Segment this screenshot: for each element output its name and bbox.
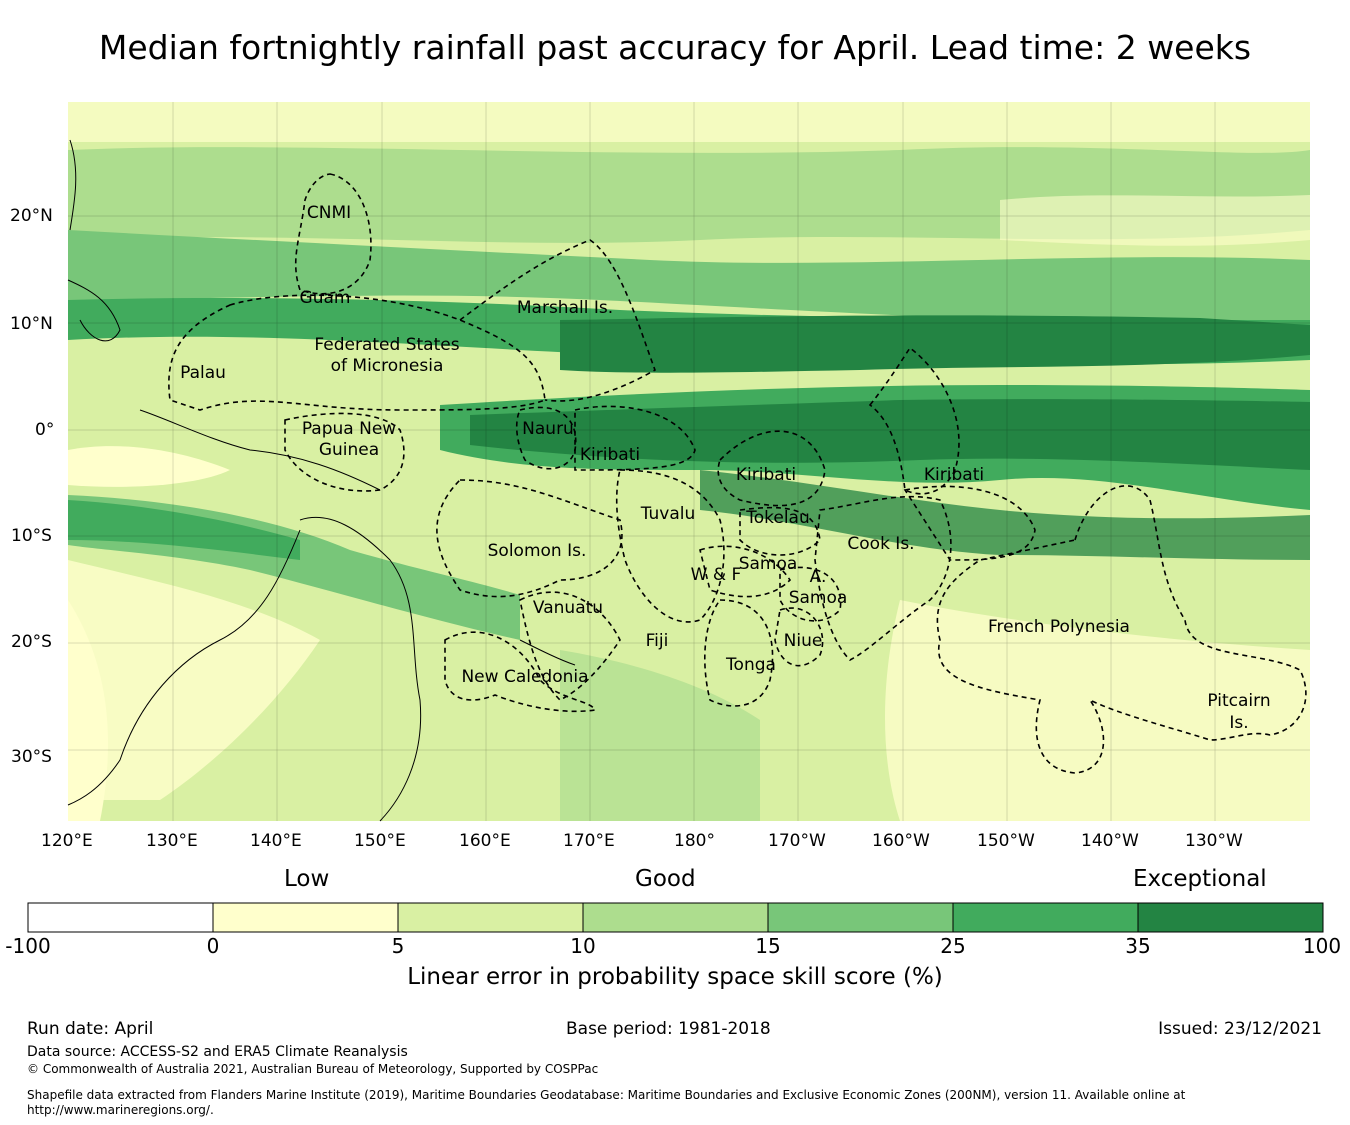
colorbar-bin [398, 903, 583, 932]
colorbar-bin [213, 903, 398, 932]
colorbar-bin [953, 903, 1138, 932]
region-label: Tonga [725, 655, 776, 675]
region-label: Cook Is. [847, 534, 914, 554]
region-label: Kiribati [580, 445, 640, 465]
lon-label: 150°W [977, 831, 1035, 851]
region-label: New Caledonia [461, 667, 588, 687]
colorbar-bin [583, 903, 768, 932]
shapefile-credit: Shapefile data extracted from Flanders M… [27, 1088, 1186, 1102]
region-label: Guam [300, 288, 351, 308]
colorbar-tick: 35 [1125, 934, 1151, 958]
category-exceptional: Exceptional [1133, 866, 1267, 892]
region-label: Samoa [789, 588, 848, 608]
skill-score-field [68, 102, 1310, 821]
region-label: Nauru [522, 419, 574, 439]
lon-label: 130°W [1185, 831, 1243, 851]
region-label: Niue [784, 631, 823, 651]
region-label: Kiribati [924, 465, 984, 485]
colorbar-frame [27, 902, 1324, 933]
region-label: Tuvalu [640, 504, 696, 524]
lat-label: 10°N [10, 314, 53, 334]
lon-label: 150°E [354, 831, 406, 851]
region-label: French Polynesia [988, 617, 1130, 637]
shapefile-url: http://www.marineregions.org/. [27, 1103, 214, 1117]
region-label: of Micronesia [331, 356, 444, 376]
colorbar-tick: 5 [391, 934, 405, 958]
region-label: Vanuatu [533, 598, 603, 618]
coastlines [67, 139, 576, 822]
run-date: Run date: April [27, 1019, 154, 1039]
lon-label: 140°W [1081, 831, 1139, 851]
region-label: Is. [1229, 713, 1248, 733]
lon-label: 170°E [563, 831, 615, 851]
colorbar-bin [768, 903, 953, 932]
region-label: A. [810, 567, 827, 587]
lon-label: 130°E [146, 831, 198, 851]
lat-label: 10°S [11, 526, 52, 546]
region-label: Tokelau [745, 508, 810, 528]
region-label: Fiji [646, 631, 669, 651]
lat-label: 30°S [11, 747, 52, 767]
lon-label: 140°E [250, 831, 302, 851]
region-label: CNMI [307, 203, 351, 223]
lon-label: 120°E [41, 831, 93, 851]
colorbar [27, 902, 1324, 933]
colorbar-tick: 15 [755, 934, 781, 958]
region-label: Samoa [739, 554, 798, 574]
colorbar-tick: 100 [1302, 934, 1342, 958]
category-low: Low [284, 866, 330, 892]
colorbar-tick: 25 [940, 934, 966, 958]
category-good: Good [635, 866, 696, 892]
region-label: W & F [691, 565, 742, 585]
region-label: Papua New [302, 419, 396, 439]
colorbar-label: Linear error in probability space skill … [407, 964, 943, 990]
colorbar-tick: 10 [570, 934, 596, 958]
map-title: Median fortnightly rainfall past accurac… [98, 28, 1252, 67]
region-label: Pitcairn [1207, 691, 1270, 711]
region-label: Federated States [314, 335, 459, 355]
copyright: © Commonwealth of Australia 2021, Austra… [27, 1062, 599, 1076]
eez-boundaries [168, 173, 1307, 774]
data-source: Data source: ACCESS-S2 and ERA5 Climate … [27, 1044, 408, 1060]
colorbar-bin [1138, 903, 1323, 932]
region-label: Guinea [319, 440, 379, 460]
base-period: Base period: 1981-2018 [566, 1019, 771, 1039]
region-label: Marshall Is. [517, 298, 613, 318]
lon-label: 170°W [768, 831, 826, 851]
lon-label: 160°E [459, 831, 511, 851]
region-label: Kiribati [736, 465, 796, 485]
lat-label: 20°N [10, 206, 53, 226]
lat-label: 20°S [11, 632, 52, 652]
colorbar-tick: -100 [5, 934, 51, 958]
graticule [68, 102, 1310, 821]
colorbar-bin [28, 903, 213, 932]
lon-label: 160°W [872, 831, 930, 851]
lon-label: 180° [674, 831, 715, 851]
lat-label: 0° [35, 420, 55, 440]
region-label: Solomon Is. [488, 541, 587, 561]
region-label: Palau [180, 363, 226, 383]
region-labels: CNMI Guam Marshall Is. Federated States … [180, 203, 1271, 733]
issued-date: Issued: 23/12/2021 [1158, 1019, 1322, 1039]
colorbar-tick: 0 [206, 934, 220, 958]
